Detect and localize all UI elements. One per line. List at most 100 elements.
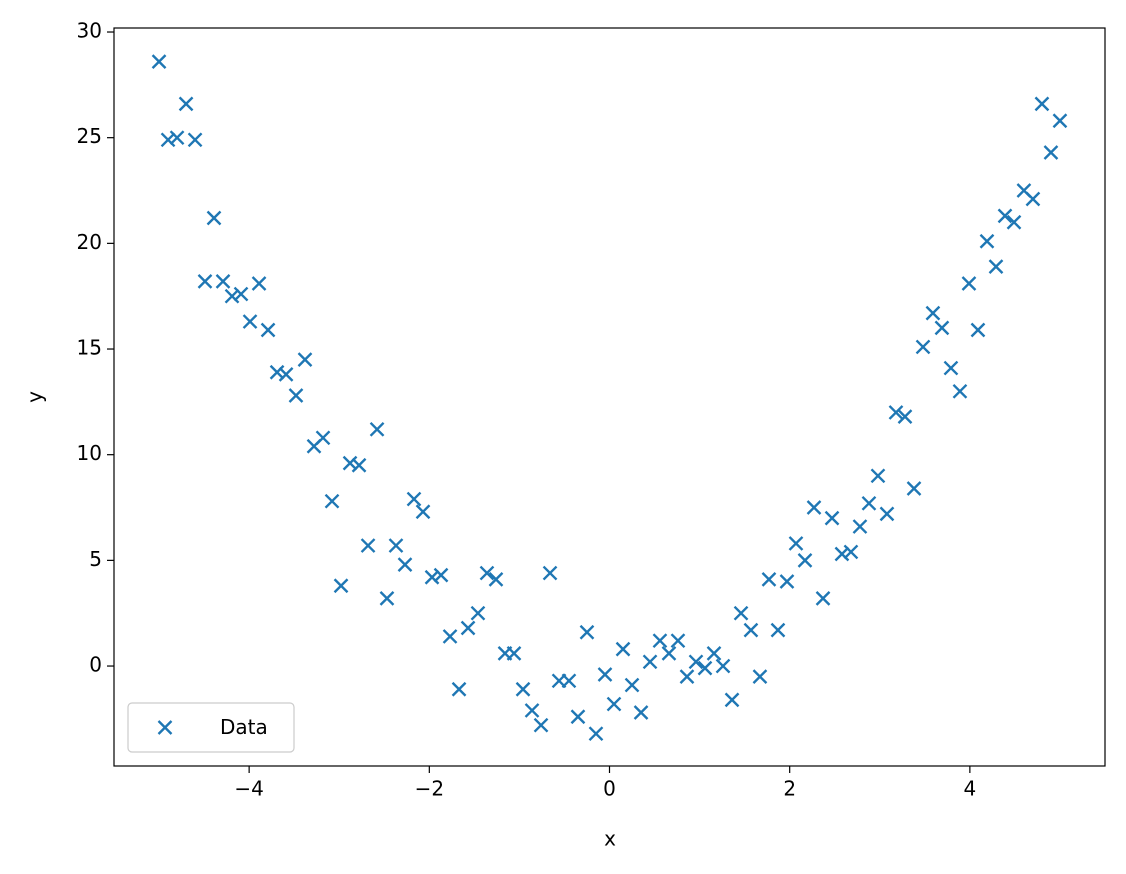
point bbox=[506, 646, 522, 661]
point bbox=[706, 646, 722, 661]
point bbox=[451, 681, 467, 697]
point bbox=[342, 455, 358, 471]
point bbox=[379, 591, 395, 606]
point bbox=[433, 567, 449, 583]
point bbox=[788, 536, 804, 551]
point bbox=[269, 364, 285, 380]
point bbox=[524, 703, 540, 718]
point bbox=[615, 641, 631, 657]
point bbox=[633, 705, 649, 720]
point bbox=[688, 654, 704, 670]
point bbox=[852, 519, 868, 534]
y-tick-label: 15 bbox=[77, 336, 102, 360]
point bbox=[797, 553, 813, 568]
point bbox=[779, 574, 795, 589]
y-tick-label: 0 bbox=[89, 653, 102, 677]
point bbox=[479, 565, 495, 581]
point bbox=[642, 654, 658, 670]
point bbox=[952, 383, 968, 399]
point bbox=[215, 274, 231, 289]
point bbox=[351, 457, 367, 473]
point bbox=[915, 339, 931, 355]
point bbox=[260, 322, 276, 338]
point bbox=[652, 633, 668, 649]
point bbox=[360, 538, 376, 553]
point bbox=[187, 132, 203, 148]
point bbox=[897, 409, 913, 425]
point bbox=[733, 605, 749, 621]
point bbox=[661, 646, 677, 661]
point bbox=[460, 620, 476, 636]
point bbox=[242, 314, 258, 329]
point bbox=[815, 591, 831, 606]
point bbox=[1052, 113, 1068, 129]
point bbox=[679, 669, 695, 684]
point bbox=[588, 726, 604, 742]
point bbox=[297, 352, 313, 367]
point bbox=[988, 259, 1004, 274]
point bbox=[724, 692, 740, 708]
point bbox=[442, 629, 458, 644]
point bbox=[369, 421, 385, 437]
point bbox=[251, 276, 267, 291]
point bbox=[979, 233, 995, 249]
x-tick-label: 4 bbox=[963, 777, 976, 801]
y-tick-label: 30 bbox=[77, 19, 102, 43]
point bbox=[1006, 214, 1022, 230]
point bbox=[1025, 191, 1041, 207]
y-tick-label: 10 bbox=[77, 441, 102, 465]
plot-frame bbox=[113, 27, 1106, 767]
point bbox=[542, 565, 558, 581]
point bbox=[834, 546, 850, 562]
point bbox=[324, 493, 340, 509]
point bbox=[415, 504, 431, 520]
legend-marker bbox=[157, 720, 173, 735]
point bbox=[160, 132, 176, 148]
point bbox=[570, 709, 586, 725]
x-axis-label: x bbox=[604, 827, 616, 851]
legend-box bbox=[127, 702, 295, 753]
point bbox=[970, 322, 986, 338]
point bbox=[752, 669, 768, 684]
x-tick-label: 2 bbox=[783, 777, 796, 801]
point bbox=[824, 510, 840, 526]
point bbox=[934, 320, 950, 336]
point bbox=[870, 468, 886, 484]
point bbox=[997, 208, 1013, 224]
point bbox=[961, 276, 977, 291]
point bbox=[770, 622, 786, 638]
point bbox=[233, 286, 249, 302]
point bbox=[606, 696, 622, 712]
x-tick-label: 0 bbox=[603, 777, 616, 801]
point bbox=[943, 360, 959, 376]
x-tick-label: −4 bbox=[234, 777, 263, 801]
point bbox=[906, 481, 922, 496]
legend-label: Data bbox=[220, 715, 268, 739]
point bbox=[197, 274, 213, 289]
point bbox=[861, 495, 877, 511]
point bbox=[278, 367, 294, 382]
point bbox=[169, 130, 185, 146]
point bbox=[288, 388, 304, 403]
point bbox=[224, 288, 240, 304]
point bbox=[1034, 96, 1050, 112]
point bbox=[397, 557, 413, 572]
point bbox=[925, 305, 941, 321]
point bbox=[1043, 145, 1059, 160]
point bbox=[624, 677, 640, 693]
point bbox=[579, 624, 595, 640]
point bbox=[206, 210, 222, 226]
y-axis-label: y bbox=[23, 391, 47, 403]
point bbox=[597, 667, 613, 682]
point bbox=[879, 506, 895, 522]
point bbox=[761, 572, 777, 587]
point bbox=[488, 572, 504, 587]
point bbox=[470, 605, 486, 621]
point bbox=[715, 658, 731, 674]
point bbox=[533, 717, 549, 733]
point bbox=[515, 681, 531, 697]
y-tick-label: 5 bbox=[89, 547, 102, 571]
point bbox=[333, 578, 349, 594]
point bbox=[697, 660, 713, 676]
